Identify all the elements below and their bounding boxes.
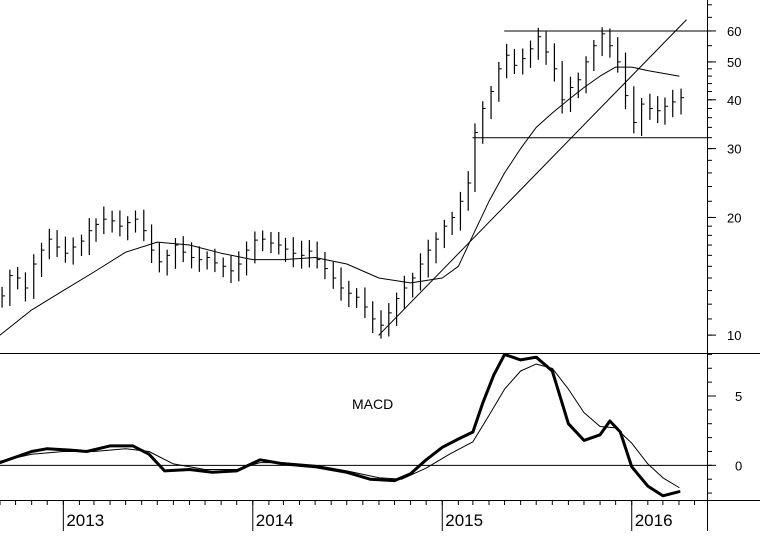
price-tick-label: 20 [727, 210, 741, 225]
price-tick-label: 10 [727, 328, 741, 343]
moving-average-line [0, 66, 680, 336]
price-tick-label: 50 [727, 55, 741, 70]
price-tick-label: 30 [727, 142, 741, 157]
macd-title: MACD [352, 396, 393, 412]
price-tick-label: 60 [727, 24, 741, 39]
macd-signal-line [0, 363, 680, 488]
trendline [378, 19, 687, 336]
year-label: 2015 [445, 511, 483, 530]
year-label: 2014 [256, 511, 294, 530]
year-label: 2016 [635, 511, 673, 530]
macd-tick-label: 0 [735, 458, 742, 473]
price-tick-label: 40 [727, 93, 741, 108]
year-label: 2013 [66, 511, 104, 530]
macd-tick-label: 5 [735, 389, 742, 404]
macd-line [0, 352, 681, 498]
